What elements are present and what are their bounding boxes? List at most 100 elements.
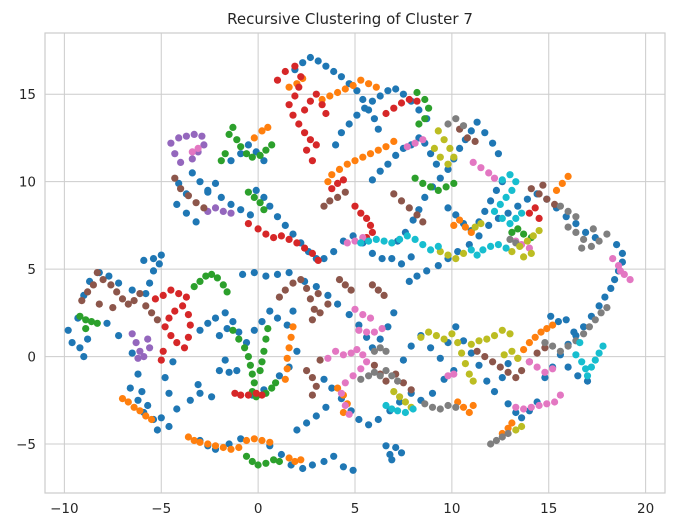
data-point xyxy=(506,220,514,228)
data-point xyxy=(554,318,563,326)
series-2 xyxy=(76,88,535,469)
data-point xyxy=(523,237,532,245)
data-point xyxy=(144,335,152,343)
data-point xyxy=(351,237,359,245)
data-point xyxy=(580,330,588,338)
data-point xyxy=(520,253,528,261)
data-point xyxy=(399,379,407,387)
data-point xyxy=(332,141,340,149)
data-point xyxy=(268,141,276,149)
data-point xyxy=(266,438,274,446)
data-point xyxy=(273,270,282,278)
data-point xyxy=(427,150,435,158)
data-point xyxy=(312,141,320,149)
data-point xyxy=(308,461,316,469)
data-point xyxy=(132,339,140,347)
data-point xyxy=(380,237,388,245)
data-point xyxy=(167,332,175,340)
data-point xyxy=(351,157,359,165)
data-point xyxy=(221,150,229,158)
data-point xyxy=(384,323,392,331)
data-point xyxy=(556,202,565,210)
data-point xyxy=(504,360,512,368)
x-tick-label: −10 xyxy=(50,501,79,517)
data-point xyxy=(407,386,415,394)
data-point xyxy=(370,347,378,355)
data-point xyxy=(427,183,435,191)
data-point xyxy=(301,244,309,252)
data-point xyxy=(572,220,580,228)
data-point xyxy=(413,272,421,280)
data-point xyxy=(303,284,311,292)
x-tick-label: 5 xyxy=(351,501,360,517)
data-point xyxy=(339,463,347,471)
data-point xyxy=(494,150,502,158)
data-point xyxy=(434,262,442,270)
data-point xyxy=(200,204,208,212)
data-point xyxy=(405,95,413,104)
data-point xyxy=(551,200,559,208)
data-point xyxy=(370,368,378,376)
data-point xyxy=(314,57,322,65)
data-point xyxy=(295,83,303,91)
data-point xyxy=(396,235,404,243)
data-point xyxy=(498,326,506,334)
data-point xyxy=(167,139,175,147)
data-point xyxy=(372,83,380,91)
data-point xyxy=(107,281,115,289)
data-point xyxy=(244,353,252,361)
data-point xyxy=(134,370,142,378)
data-point xyxy=(490,332,499,340)
data-point xyxy=(138,388,146,396)
data-point xyxy=(471,137,479,145)
data-point xyxy=(549,321,557,329)
data-point xyxy=(419,179,427,187)
data-point xyxy=(498,214,506,222)
data-point xyxy=(483,335,491,343)
data-point xyxy=(281,67,289,76)
data-point xyxy=(436,174,444,182)
data-point xyxy=(235,335,243,343)
data-point xyxy=(128,286,136,294)
data-point xyxy=(142,290,150,298)
data-point xyxy=(390,388,398,396)
data-point xyxy=(535,190,543,198)
data-point xyxy=(388,239,396,247)
data-point xyxy=(149,267,158,275)
data-point xyxy=(173,405,181,413)
data-point xyxy=(382,367,390,375)
data-point xyxy=(444,160,452,168)
data-point xyxy=(432,160,440,168)
data-point xyxy=(254,461,262,469)
data-point xyxy=(169,358,177,366)
data-point xyxy=(419,136,427,144)
data-point xyxy=(533,349,541,357)
data-point xyxy=(494,241,502,249)
data-point xyxy=(456,216,464,224)
data-point xyxy=(297,276,305,284)
data-point xyxy=(392,85,400,93)
data-point xyxy=(368,176,376,184)
data-point xyxy=(413,211,421,219)
data-point xyxy=(173,200,181,208)
data-point xyxy=(188,148,196,156)
data-point xyxy=(308,374,316,382)
data-point xyxy=(514,225,522,233)
data-point xyxy=(591,316,599,324)
data-point xyxy=(270,456,278,464)
data-point xyxy=(273,314,282,322)
data-point xyxy=(237,143,245,151)
data-point xyxy=(498,433,506,441)
data-point xyxy=(258,436,266,445)
data-point xyxy=(450,153,458,161)
data-point xyxy=(444,401,452,410)
data-point xyxy=(572,228,580,236)
data-point xyxy=(175,290,183,298)
data-point xyxy=(492,186,500,194)
data-point xyxy=(504,400,512,408)
data-point xyxy=(285,454,293,462)
data-point xyxy=(611,276,619,284)
data-point xyxy=(136,347,144,355)
data-point xyxy=(370,115,378,123)
data-point xyxy=(556,391,565,399)
